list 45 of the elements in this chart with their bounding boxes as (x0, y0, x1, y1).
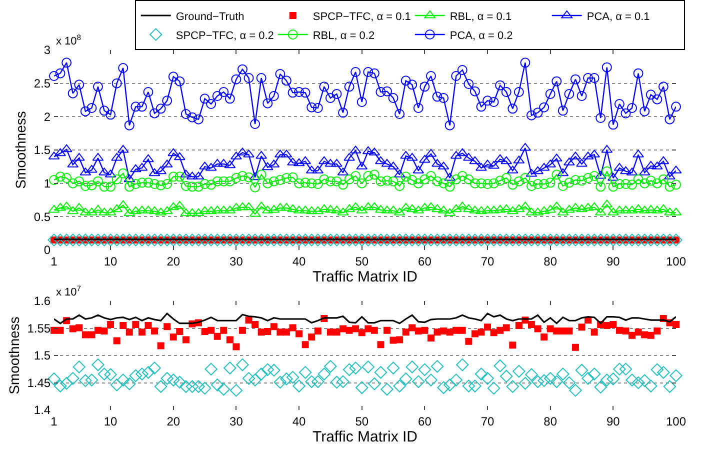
x-tick-label: 90 (606, 254, 620, 268)
text: x 10$^{8}$ (56, 33, 82, 48)
y-axis-title: Smoothness (6, 316, 22, 394)
x-tick-label: 80 (544, 254, 558, 268)
y-tick-label: 0.5 (34, 210, 51, 224)
x-tick-label: 30 (230, 254, 244, 268)
y-tick-label: 1.5 (34, 143, 51, 158)
y-tick-label: 1.4 (34, 403, 51, 418)
x-tick-label: 70 (480, 414, 495, 428)
x-tick-label: 70 (480, 254, 495, 268)
y-tick-label: 1.6 (34, 294, 51, 308)
y-tick-label: 1.45 (27, 376, 51, 390)
x-axis-title: Traffic Matrix ID (312, 428, 418, 446)
legend-label: PCA, α = 0.2 (450, 30, 513, 42)
x-axis-title: Traffic Matrix ID (312, 268, 418, 286)
x-tick-label: 100 (666, 254, 686, 268)
text: x 10$^{7}$ (56, 284, 82, 299)
y-tick-label: 2 (44, 110, 51, 124)
x-tick-label: 10 (104, 254, 118, 268)
x-tick-label: 40 (292, 414, 306, 428)
x-tick-label: 60 (418, 414, 432, 428)
y-tick-label: 1.55 (27, 321, 51, 336)
x-tick-label: 10 (104, 414, 118, 428)
x-tick-label: 20 (166, 254, 180, 268)
legend-label: RBL, α = 0.2 (312, 30, 375, 42)
x-tick-label: 50 (355, 254, 369, 268)
x-tick-label: 20 (166, 414, 180, 428)
x-tick-label: 50 (355, 414, 369, 428)
y-tick-label: 1.5 (34, 348, 51, 363)
x-tick-label: 90 (606, 414, 620, 428)
y-tick-label: 3 (44, 43, 51, 58)
x-tick-label: 80 (544, 414, 558, 428)
legend-label: RBL, α = 0.1 (450, 10, 512, 23)
x-tick-label: 30 (230, 414, 244, 428)
y-tick-label: 0 (44, 243, 51, 258)
y-tick-label: 1 (44, 176, 51, 191)
x-tick-label: 100 (666, 414, 686, 428)
x-tick-label: 60 (418, 254, 432, 268)
legend-label: Ground−Truth (176, 10, 244, 23)
y-axis-title: Smoothness (12, 111, 29, 189)
legend-label: SPCP−TFC, α = 0.2 (176, 30, 274, 42)
x-tick-label: 40 (292, 254, 306, 268)
y-tick-label: 2.5 (34, 76, 51, 91)
legend-label: PCA, α = 0.1 (586, 10, 650, 23)
legend-label: SPCP−TFC, α = 0.1 (312, 10, 411, 23)
